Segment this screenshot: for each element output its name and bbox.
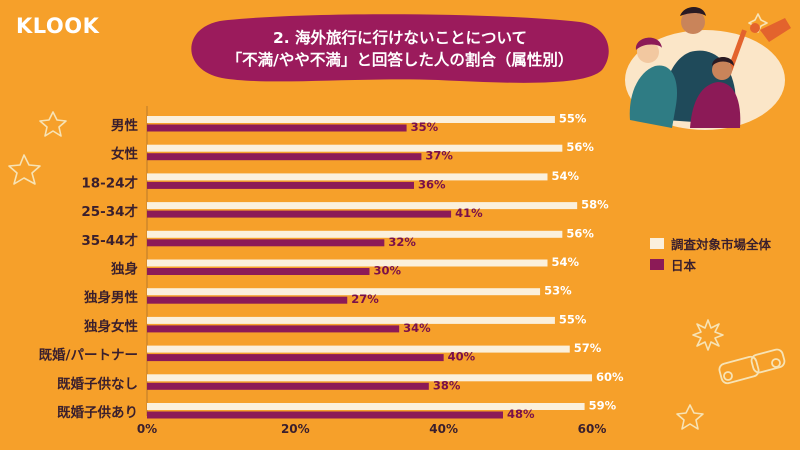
binoculars-doodle-icon [718,348,786,385]
bar-all [147,374,592,382]
data-label-all: 59% [589,399,617,413]
legend-swatch-japan [650,258,664,270]
klook-logo: KLOOK [16,14,100,38]
bar-all [147,403,585,410]
category-label: 既婚/パートナー [39,347,138,364]
data-label-japan: 37% [425,149,453,163]
data-label-japan: 38% [433,378,461,392]
bar-all [147,116,555,123]
bar-all [147,173,548,181]
bar-japan [147,325,400,333]
data-label-japan: 48% [507,407,535,421]
bar-japan [147,210,452,218]
title-blob-shape [191,14,609,83]
chart-title: 2. 海外旅行に行けないことについて [272,29,528,47]
bar-japan [147,354,444,362]
bar-all [147,259,548,267]
data-label-all: 54% [552,255,580,269]
data-label-all: 55% [559,312,587,326]
star-doodle-icon [8,13,768,430]
bar-japan [147,153,422,161]
legend-item-all: 調査対象市場全体 [650,234,771,252]
data-label-japan: 36% [418,177,446,191]
bar-japan [147,124,407,132]
chart-legend: 調査対象市場全体 日本 [650,234,771,276]
bar-all [147,202,578,210]
data-label-japan: 40% [448,350,476,364]
bar-japan [147,296,348,304]
category-label: 25-34才 [81,203,138,220]
chart-labels: 男性 55% 35% 女性 56% 37% 18-24才 54% 36% 25-34才 58% 41%… [39,112,624,422]
bar-all [147,144,563,152]
bar-japan [147,268,370,275]
category-label: 独身 [111,261,138,278]
data-label-all: 57% [574,341,602,355]
category-label: 既婚子供あり [57,404,138,421]
data-label-all: 56% [566,226,594,240]
bar-japan [147,411,503,419]
legend-label-japan: 日本 [671,257,697,273]
category-label: 35-44才 [81,232,138,249]
x-tick-label: 0% [137,422,157,436]
chart-subtitle: 「不満/やや不満」と回答した人の割合（属性別） [226,51,574,69]
legend-label-all: 調査対象市場全体 [671,236,772,252]
x-tick-label: 20% [281,422,310,436]
x-tick-label: 60% [578,422,607,436]
data-label-japan: 32% [388,235,416,249]
data-label-all: 58% [581,198,609,212]
data-label-japan: 30% [374,264,402,278]
family-illustration [625,7,791,130]
data-label-japan: 35% [411,120,439,134]
data-label-all: 54% [552,169,580,183]
bar-japan [147,382,429,390]
bar-all [147,345,570,353]
bar-all [147,316,555,324]
data-label-japan: 41% [455,206,483,220]
bar-japan [147,239,385,247]
category-label: 18-24才 [81,174,138,191]
bar-japan [147,181,414,189]
data-label-all: 56% [566,140,594,154]
bar-all [147,230,563,238]
category-label: 男性 [111,117,138,134]
x-tick-label: 40% [429,422,458,436]
chart-x-ticks: 0% 20% 40% 60% [137,422,607,436]
legend-swatch-all [650,237,664,249]
data-label-all: 60% [596,370,624,384]
data-label-all: 53% [544,284,572,298]
data-label-japan: 27% [351,292,379,306]
data-label-japan: 34% [403,321,431,335]
category-label: 既婚子供なし [57,375,138,392]
category-label: 独身男性 [84,289,138,306]
category-label: 女性 [111,146,138,163]
legend-item-japan: 日本 [650,255,771,273]
bar-all [147,288,541,296]
chart-bars [147,116,592,419]
category-label: 独身女性 [84,318,138,335]
data-label-all: 55% [559,112,587,126]
